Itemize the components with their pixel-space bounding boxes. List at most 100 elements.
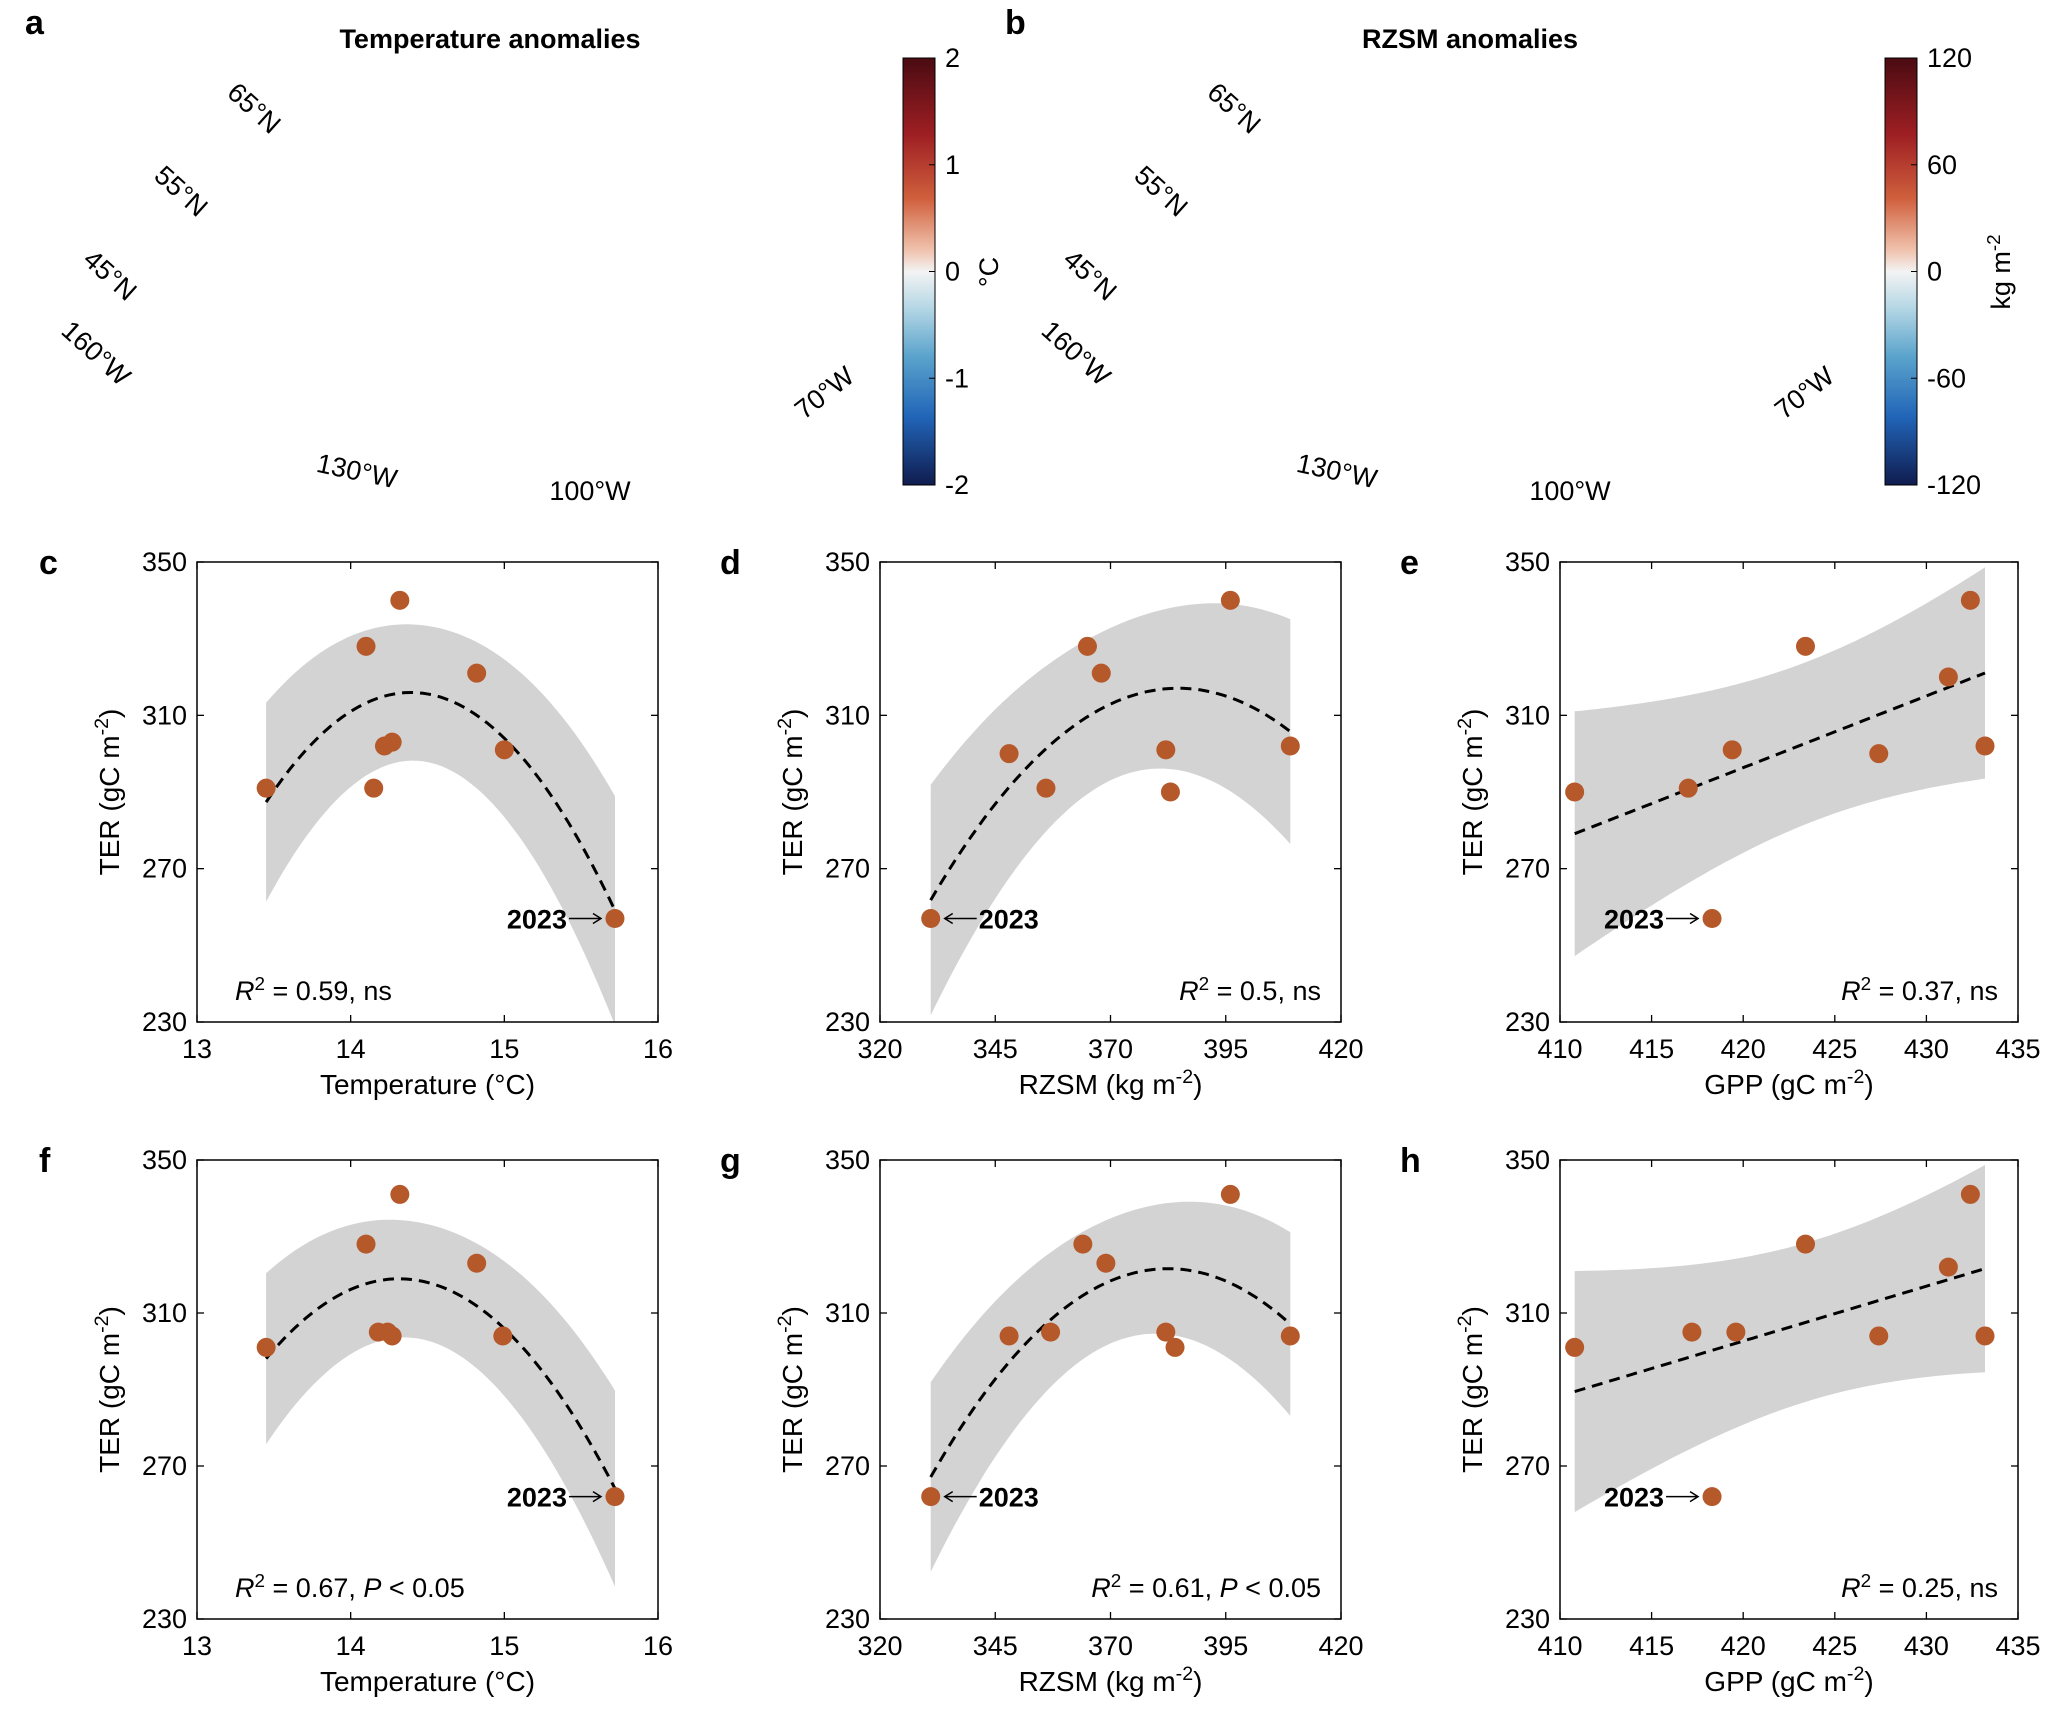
anomaly-cell <box>754 324 768 338</box>
highlight-arrowhead <box>592 912 603 925</box>
anomaly-cell <box>1356 310 1370 324</box>
anomaly-cell <box>1692 268 1706 282</box>
anomaly-cell <box>1636 296 1650 310</box>
anomaly-cell <box>558 310 572 324</box>
anomaly-cell <box>1272 310 1286 324</box>
anomaly-cell <box>1734 380 1748 394</box>
anomaly-cell <box>1496 310 1510 324</box>
data-point <box>467 1253 487 1273</box>
anomaly-cell <box>1678 296 1692 310</box>
anomaly-cell <box>1622 282 1636 296</box>
anomaly-cell <box>1412 240 1426 254</box>
anomaly-cell <box>1608 212 1622 226</box>
colorbar-tick-label: 0 <box>945 257 960 287</box>
arctic-island <box>555 160 569 168</box>
anomaly-cell <box>1440 296 1454 310</box>
anomaly-cell <box>292 198 306 212</box>
plot-area <box>1574 567 1986 957</box>
data-point <box>1036 778 1056 798</box>
anomaly-cell <box>376 254 390 268</box>
anomaly-cell <box>1342 268 1356 282</box>
data-point <box>921 1487 941 1507</box>
y-axis-label-sup: -2 <box>774 1315 796 1332</box>
anomaly-cell <box>1566 296 1580 310</box>
anomaly-cell <box>306 184 320 198</box>
anomaly-cell <box>432 184 446 198</box>
anomaly-cell <box>334 226 348 240</box>
anomaly-cell <box>1692 338 1706 352</box>
axes-frame <box>1559 1159 2019 1620</box>
anomaly-cell <box>306 324 320 338</box>
anomaly-cell <box>1328 310 1342 324</box>
stat-annotation: R2 = 0.59, ns <box>235 974 392 1007</box>
anomaly-cell <box>1566 268 1580 282</box>
chart-panel-c: 13 14 15 16 230 270 310 350 Temperature (°C) TER … <box>39 544 673 1100</box>
border-line <box>1280 389 1680 420</box>
y-tick-label: 310 <box>1505 1298 1550 1328</box>
y-axis-label-close: ) <box>1457 709 1488 718</box>
anomaly-cell <box>1720 352 1734 366</box>
anomaly-cell <box>334 352 348 366</box>
anomaly-cell <box>1440 324 1454 338</box>
y-tick-label: 350 <box>1505 1145 1550 1175</box>
stat-r-sup: 2 <box>255 1571 266 1592</box>
anomaly-cell <box>1636 254 1650 268</box>
anomaly-cell <box>1524 338 1538 352</box>
x-axis-label-text: Temperature (°C) <box>320 1069 535 1100</box>
anomaly-cell <box>362 254 376 268</box>
anomaly-cell <box>698 310 712 324</box>
anomaly-cell <box>1384 268 1398 282</box>
arctic-island <box>560 104 604 122</box>
stat-significance: ns <box>1969 1573 1998 1603</box>
lon-label: 130°W <box>1294 448 1380 494</box>
panel-label: a <box>25 4 45 42</box>
anomaly-cell <box>460 310 474 324</box>
x-axis-label-sup: -2 <box>1176 1663 1193 1685</box>
anomaly-cell <box>754 352 768 366</box>
anomaly-cell <box>390 254 404 268</box>
anomaly-cell <box>1384 310 1398 324</box>
x-tick-label: 435 <box>1995 1631 2040 1661</box>
anomaly-cell <box>1482 324 1496 338</box>
anomaly-cell <box>1384 282 1398 296</box>
anomaly-cell <box>334 198 348 212</box>
anomaly-cell <box>1398 338 1412 352</box>
anomaly-cell <box>1426 240 1440 254</box>
x-axis-label: RZSM (kg m-2) <box>1019 1066 1203 1100</box>
anomaly-cell <box>1272 296 1286 310</box>
anomaly-cell <box>726 296 740 310</box>
anomaly-cell <box>1580 184 1594 198</box>
anomaly-cell <box>1468 268 1482 282</box>
anomaly-cell <box>600 338 614 352</box>
data-point <box>999 744 1019 764</box>
anomaly-cell <box>1496 324 1510 338</box>
anomaly-cell <box>1734 366 1748 380</box>
anomaly-cell <box>376 268 390 282</box>
x-axis-label-text: RZSM (kg m <box>1019 1666 1176 1697</box>
anomaly-cell <box>1286 184 1300 198</box>
anomaly-cell <box>1384 240 1398 254</box>
anomaly-cell <box>362 310 376 324</box>
data-point <box>1565 1337 1585 1357</box>
anomaly-cell <box>474 268 488 282</box>
anomaly-cell <box>1580 268 1594 282</box>
anomaly-cell <box>1720 380 1734 394</box>
anomaly-cell <box>474 296 488 310</box>
anomaly-cell <box>1314 338 1328 352</box>
anomaly-cell <box>1328 212 1342 226</box>
stat-sep: , <box>348 976 363 1006</box>
anomaly-cell <box>1524 310 1538 324</box>
anomaly-cell <box>698 324 712 338</box>
anomaly-cell <box>1496 296 1510 310</box>
anomaly-cell <box>502 310 516 324</box>
x-tick-label: 395 <box>1203 1034 1248 1064</box>
anomaly-cell <box>1594 282 1608 296</box>
fit-line <box>264 1277 617 1490</box>
anomaly-cell <box>474 254 488 268</box>
stat-r-sup: 2 <box>1199 974 1210 995</box>
y-axis-label: TER (gC m-2) <box>774 1306 808 1473</box>
y-axis-label: TER (gC m-2) <box>774 709 808 876</box>
axes-frame <box>196 1159 659 1620</box>
arctic-island <box>1580 140 1602 152</box>
anomaly-cell <box>1594 240 1608 254</box>
